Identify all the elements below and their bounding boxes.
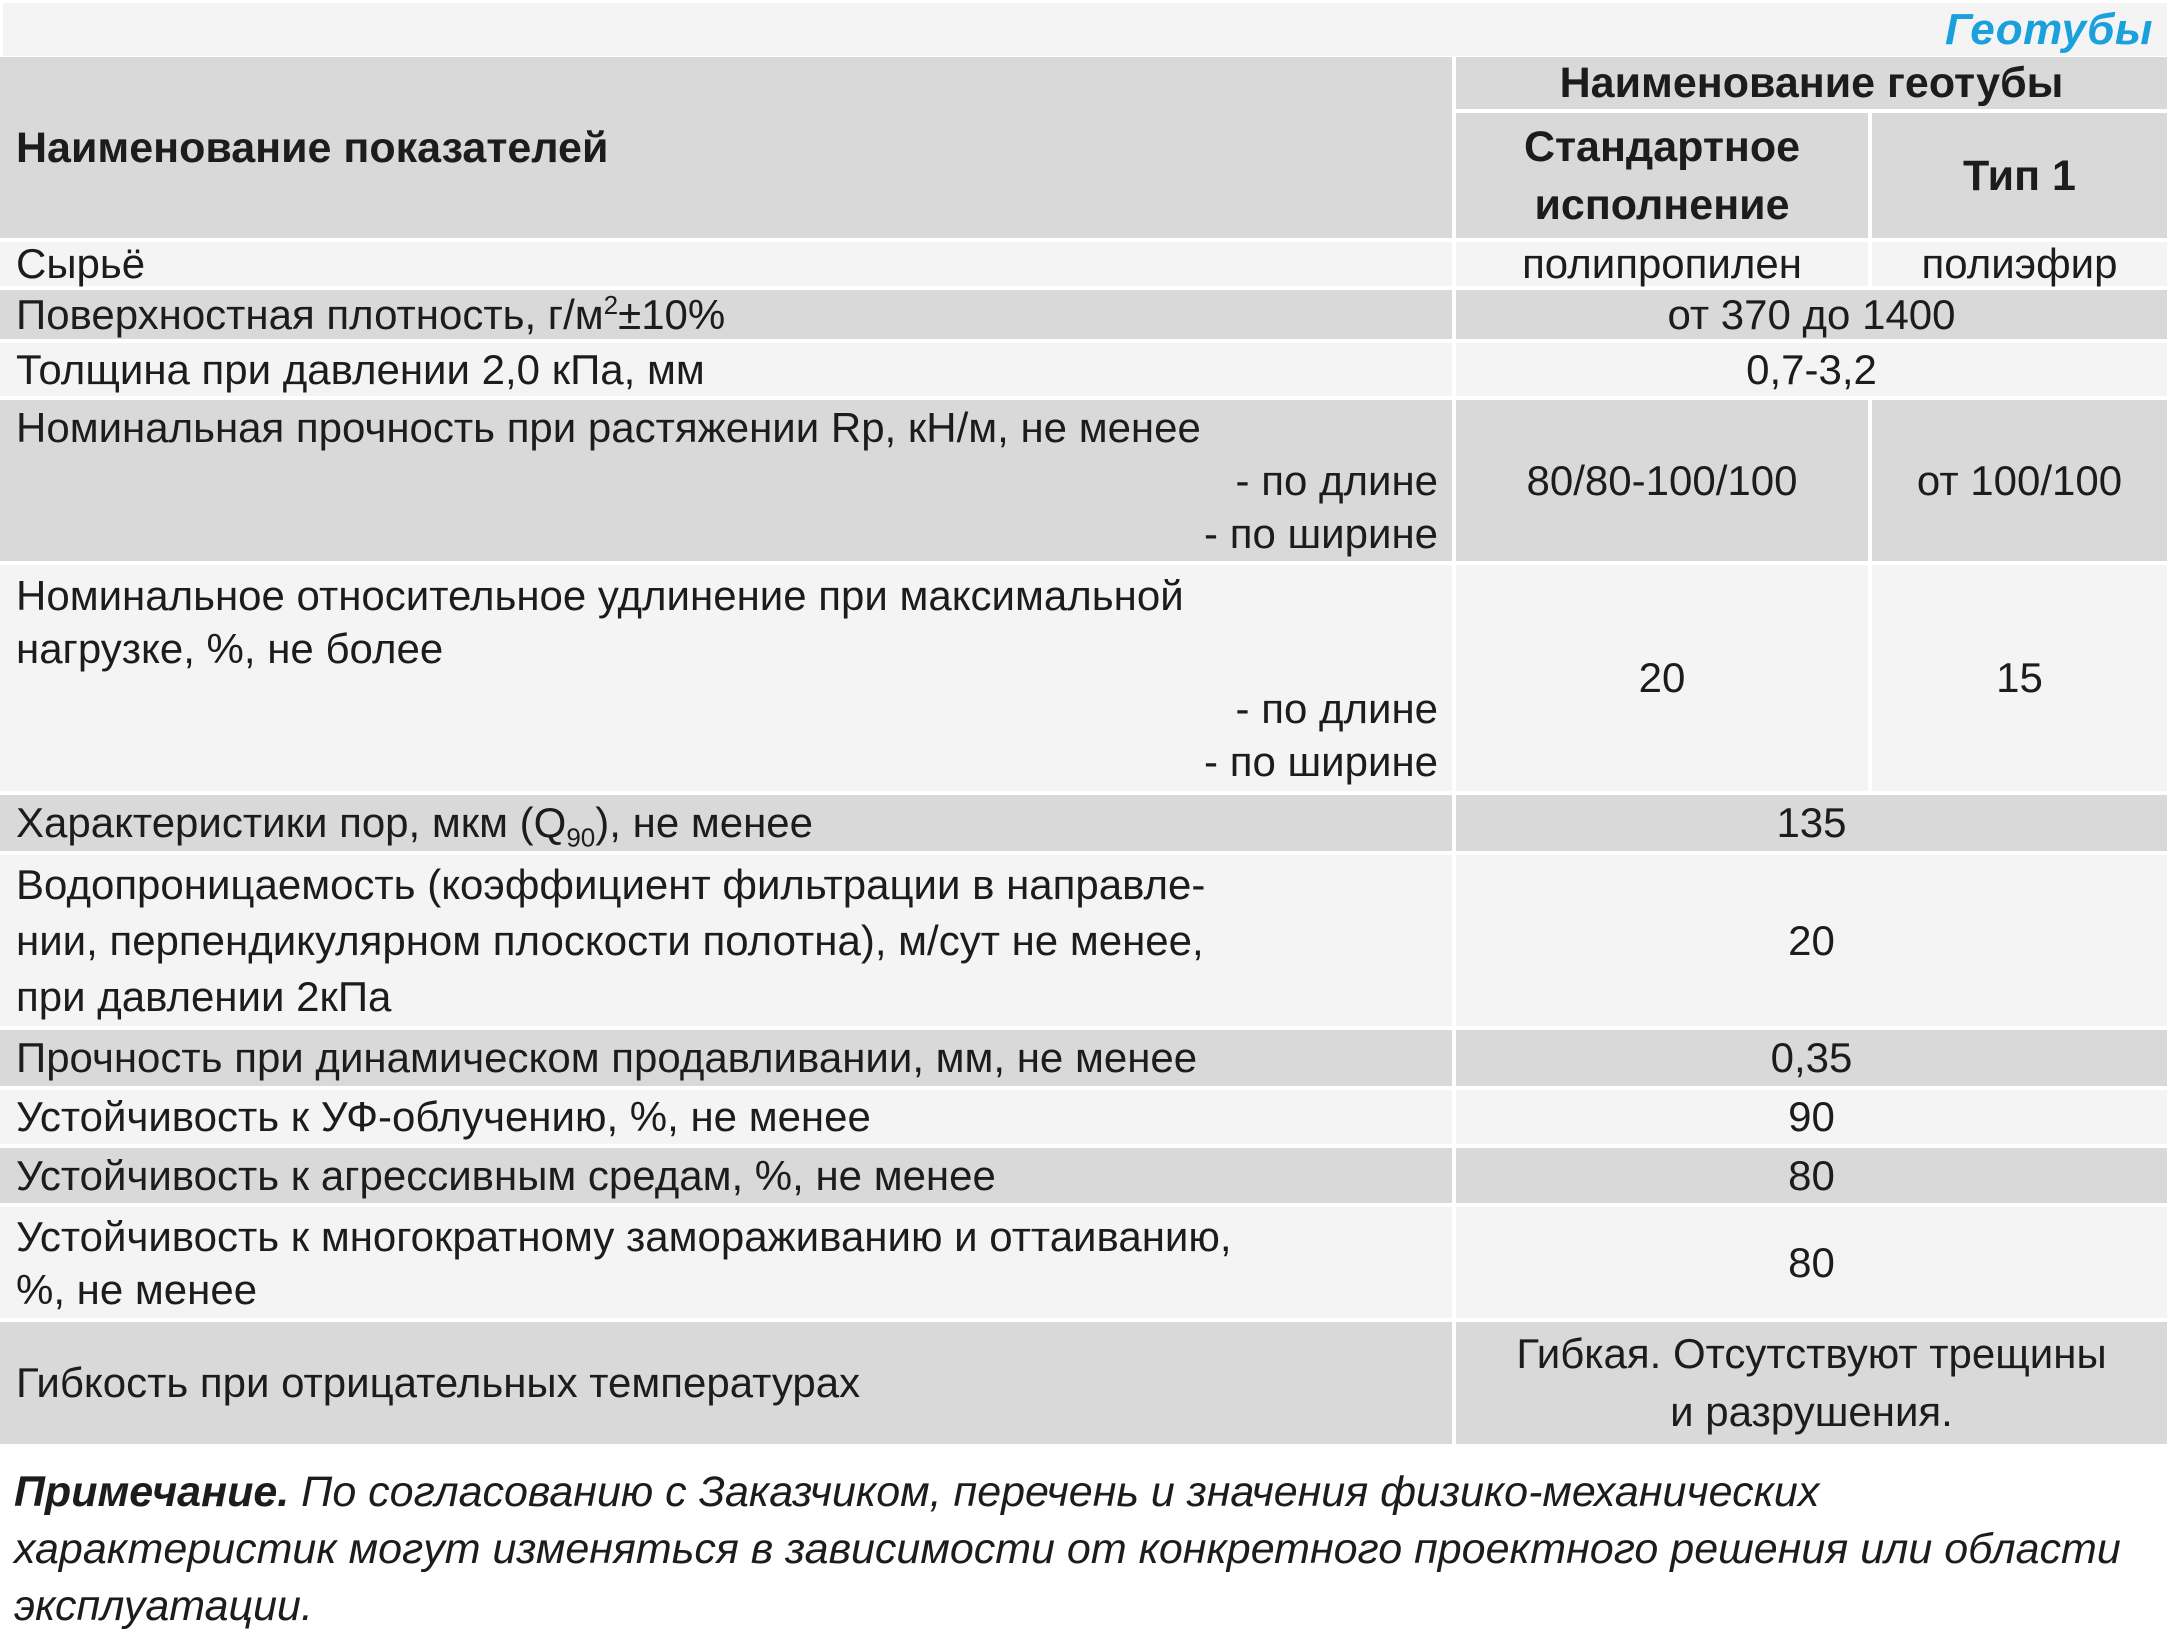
- permeability-line1: Водопроницаемость (коэффициент фильтраци…: [16, 860, 1206, 908]
- row-uv-value: 90: [1456, 1090, 2167, 1144]
- elongation-label-line1: Номинальное относительное удлинение при …: [16, 571, 1184, 619]
- row-flexibility-label: Гибкость при отрицательных температурах: [0, 1322, 1452, 1444]
- row-aggressive-label: Устойчивость к агрессивным средам, %, не…: [0, 1148, 1452, 1203]
- footnote-label: Примечание.: [14, 1468, 290, 1516]
- pore-label-text: Характеристики пор, мкм (Q90), не менее: [16, 799, 813, 853]
- tensile-sub-length: - по длине: [1235, 457, 1438, 504]
- elongation-sub-width: - по ширине: [1204, 737, 1438, 785]
- surface-density-text: Поверхностная плотность, г/м2±10%: [16, 289, 726, 338]
- flexibility-value-line2: и разрушения.: [1670, 1388, 1953, 1435]
- row-permeability-label: Водопроницаемость (коэффициент фильтраци…: [0, 855, 1452, 1026]
- row-aggressive-value: 80: [1456, 1148, 2167, 1203]
- page-title: Геотубы: [1944, 4, 2153, 54]
- header-col-standard: Стандартное исполнение: [1456, 113, 1868, 238]
- footnote-text: По согласованию с Заказчиком, перечень и…: [14, 1468, 2121, 1630]
- row-freeze-label: Устойчивость к многократному замораживан…: [0, 1207, 1452, 1318]
- row-thickness-value: 0,7-3,2: [1456, 343, 2167, 396]
- row-elongation-label: Номинальное относительное удлинение при …: [0, 565, 1452, 791]
- row-puncture-label: Прочность при динамическом продавливании…: [0, 1030, 1452, 1086]
- row-tensile-standard: 80/80-100/100: [1456, 400, 1868, 561]
- flexibility-value-line1: Гибкая. Отсутствуют трещины: [1516, 1330, 2107, 1377]
- header-col-type1: Тип 1: [1872, 113, 2167, 238]
- row-tensile-type1: от 100/100: [1872, 400, 2167, 561]
- row-pore-label: Характеристики пор, мкм (Q90), не менее: [0, 795, 1452, 851]
- row-raw-material-type1: полиэфир: [1872, 240, 2167, 287]
- row-tensile-label: Номинальная прочность при растяжении Rp,…: [0, 400, 1452, 561]
- freeze-line1: Устойчивость к многократному замораживан…: [16, 1212, 1232, 1260]
- elongation-label-line2: нагрузке, %, не более: [16, 624, 444, 672]
- footnote: Примечание. По согласованию с Заказчиком…: [0, 1444, 2167, 1635]
- freeze-line2: %, не менее: [16, 1265, 258, 1313]
- row-puncture-value: 0,35: [1456, 1030, 2167, 1086]
- geotube-spec-table: Наименование показателей Наименование ге…: [0, 57, 2167, 1444]
- permeability-line3: при давлении 2кПа: [16, 972, 392, 1020]
- row-surface-density-label: Поверхностная плотность, г/м2±10%: [0, 290, 1452, 339]
- title-bar: Геотубы: [3, 3, 2167, 56]
- tensile-sub-width: - по ширине: [1204, 510, 1438, 557]
- permeability-line2: нии, перпендикулярном плоскости полотна)…: [16, 916, 1204, 964]
- row-raw-material-standard: полипропилен: [1456, 240, 1868, 287]
- row-elongation-standard: 20: [1456, 565, 1868, 791]
- header-geotube-group: Наименование геотубы: [1456, 57, 2167, 109]
- row-flexibility-value: Гибкая. Отсутствуют трещины и разрушения…: [1456, 1322, 2167, 1444]
- row-thickness-label: Толщина при давлении 2,0 кПа, мм: [0, 343, 1452, 396]
- row-freeze-value: 80: [1456, 1207, 2167, 1318]
- header-indicators: Наименование показателей: [0, 57, 1452, 238]
- elongation-sub-length: - по длине: [1235, 684, 1438, 732]
- subscript-90: 90: [566, 822, 596, 853]
- row-pore-value: 135: [1456, 795, 2167, 851]
- tensile-label-text: Номинальная прочность при растяжении Rp,…: [16, 404, 1201, 451]
- row-permeability-value: 20: [1456, 855, 2167, 1026]
- row-surface-density-value: от 370 до 1400: [1456, 290, 2167, 339]
- row-raw-material-label: Сырьё: [0, 240, 1452, 287]
- row-uv-label: Устойчивость к УФ-облучению, %, не менее: [0, 1090, 1452, 1144]
- superscript-2: 2: [603, 289, 619, 320]
- row-elongation-type1: 15: [1872, 565, 2167, 791]
